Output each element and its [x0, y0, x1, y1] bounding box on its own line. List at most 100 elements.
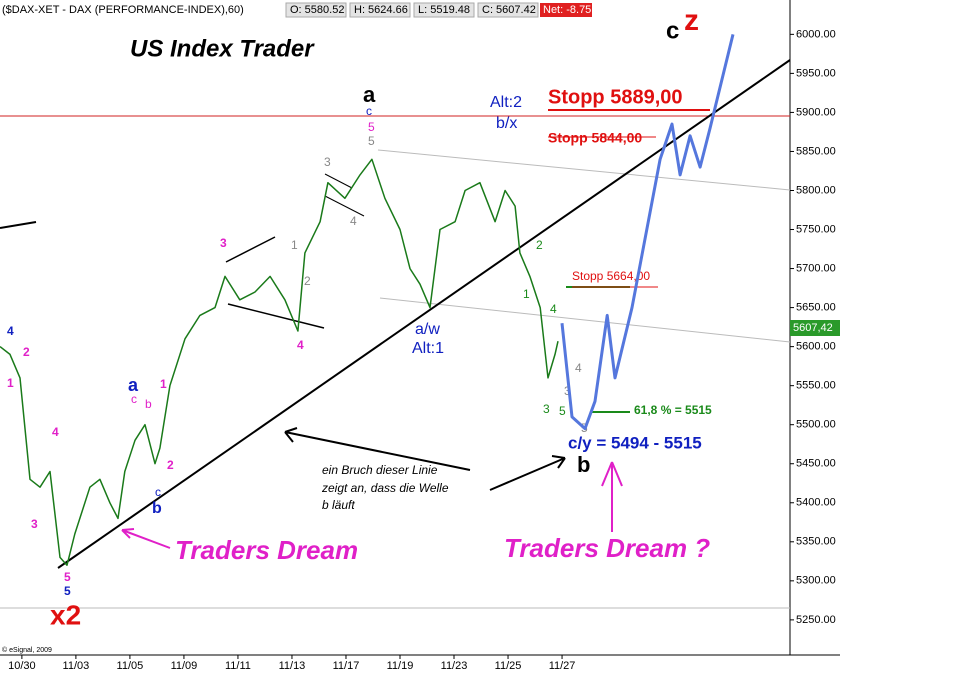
readout-box — [477, 2, 539, 18]
readout-close: C: 5607.42 — [482, 4, 536, 16]
y-tick-label: 5250.00 — [796, 614, 836, 626]
arrow — [284, 427, 471, 471]
wave-label: c — [131, 392, 137, 406]
x-tick-label: 11/03 — [63, 660, 90, 672]
callout: Traders Dream ? — [504, 533, 710, 563]
target-label: c/y = 5494 - 5515 — [568, 433, 702, 452]
wave-label: z — [684, 4, 699, 37]
wave-label: 3 — [324, 155, 331, 169]
x-tick-label: 11/11 — [225, 660, 251, 672]
y-tick-label: 5650.00 — [796, 301, 836, 313]
wave-label: 4 — [350, 214, 357, 228]
trend-line — [57, 59, 791, 569]
wedge-line — [225, 236, 276, 263]
y-tick-label: 5400.00 — [796, 497, 836, 509]
fib-label: 61,8 % = 5515 — [634, 403, 712, 417]
x-tick-label: 10/30 — [8, 660, 36, 672]
arrow — [121, 528, 171, 549]
x-tick-label: 11/25 — [495, 660, 522, 672]
wave-label: 3 — [543, 402, 550, 416]
wave-label: c — [666, 17, 679, 44]
wave-label: a/w — [415, 321, 440, 338]
wave-label: 5 — [559, 404, 566, 418]
wave-label: 3 — [31, 517, 38, 531]
wave-label: 2 — [167, 458, 174, 472]
y-tick-label: 5600.00 — [796, 341, 836, 353]
y-tick-label: 5900.00 — [796, 106, 836, 118]
note: b läuft — [322, 498, 355, 512]
x-tick-label: 11/13 — [279, 660, 306, 672]
readout-box — [413, 2, 475, 18]
y-tick-label: 5350.00 — [796, 536, 836, 548]
readout-box — [540, 3, 592, 17]
wave-label: 1 — [160, 377, 167, 391]
wave-label: 2 — [536, 238, 543, 252]
wave-label: 3 — [564, 384, 571, 398]
price-line — [560, 34, 735, 431]
last-price-box — [790, 320, 840, 336]
wave-label: 5 — [64, 570, 71, 584]
wave-label: b/x — [496, 115, 517, 132]
x-tick-label: 11/05 — [117, 660, 144, 672]
wave-label: 5 — [368, 120, 375, 134]
wave-label: 5 — [64, 584, 71, 598]
channel-line — [377, 149, 791, 191]
wedge-line — [324, 173, 353, 189]
wave-label: x2 — [50, 599, 81, 630]
wave-label: Alt:2 — [490, 94, 522, 111]
readout-low: L: 5519.48 — [418, 4, 470, 16]
y-tick-label: 5850.00 — [796, 145, 836, 157]
trend-line — [0, 221, 37, 229]
plot — [0, 34, 735, 566]
chart-brand: US Index Trader — [130, 35, 315, 62]
note: zeigt an, dass die Welle — [321, 481, 449, 495]
x-tick-label: 11/23 — [441, 660, 468, 672]
readout-box — [285, 2, 347, 18]
wave-label: 4 — [7, 324, 14, 338]
readout-box — [349, 2, 411, 18]
arrow — [601, 461, 623, 532]
wave-label: c — [155, 485, 161, 499]
wave-label: 4 — [550, 302, 557, 316]
wave-label: Alt:1 — [412, 340, 444, 357]
x-tick-label: 11/09 — [171, 660, 198, 672]
x-tick-label: 11/19 — [387, 660, 414, 672]
wave-label: b — [145, 397, 152, 411]
stop-label: Stopp 5844,00 — [548, 130, 642, 146]
note: ein Bruch dieser Linie — [322, 463, 438, 477]
wave-label: a — [128, 375, 139, 395]
readout-net: Net: -8.75 — [543, 4, 591, 16]
wave-label: 2 — [23, 345, 30, 359]
y-tick-label: 5550.00 — [796, 380, 836, 392]
y-tick-label: 5700.00 — [796, 262, 836, 274]
wave-label: b — [152, 500, 162, 517]
wedge-line — [324, 195, 365, 217]
y-tick-label: 5450.00 — [796, 458, 836, 470]
chart-symbol: ($DAX-XET - DAX (PERFORMANCE-INDEX),60) — [2, 4, 244, 16]
wave-label: 1 — [7, 376, 14, 390]
y-tick-label: 5500.00 — [796, 419, 836, 431]
channel-line — [379, 297, 791, 343]
y-tick-label: 5800.00 — [796, 184, 836, 196]
y-tick-label: 6000.00 — [796, 28, 836, 40]
wave-label: c — [366, 104, 372, 118]
wave-label: 1 — [291, 238, 298, 252]
x-tick-label: 11/27 — [549, 660, 576, 672]
wave-label: 4 — [52, 425, 59, 439]
wave-label: a — [363, 82, 376, 107]
readout-open: O: 5580.52 — [290, 4, 344, 16]
wave-label: 4 — [297, 338, 304, 352]
y-tick-label: 5950.00 — [796, 67, 836, 79]
wave-label: 3 — [220, 236, 227, 250]
wedge-line — [227, 303, 325, 329]
wave-label: 5 — [368, 134, 375, 148]
wave-label: b — [577, 452, 590, 477]
x-tick-label: 11/17 — [333, 660, 360, 672]
y-tick-label: 5750.00 — [796, 223, 836, 235]
stop-label: Stopp 5889,00 — [548, 86, 683, 108]
wave-label: 4 — [575, 361, 582, 375]
y-tick-label: 5300.00 — [796, 575, 836, 587]
wave-label: 1 — [523, 287, 530, 301]
